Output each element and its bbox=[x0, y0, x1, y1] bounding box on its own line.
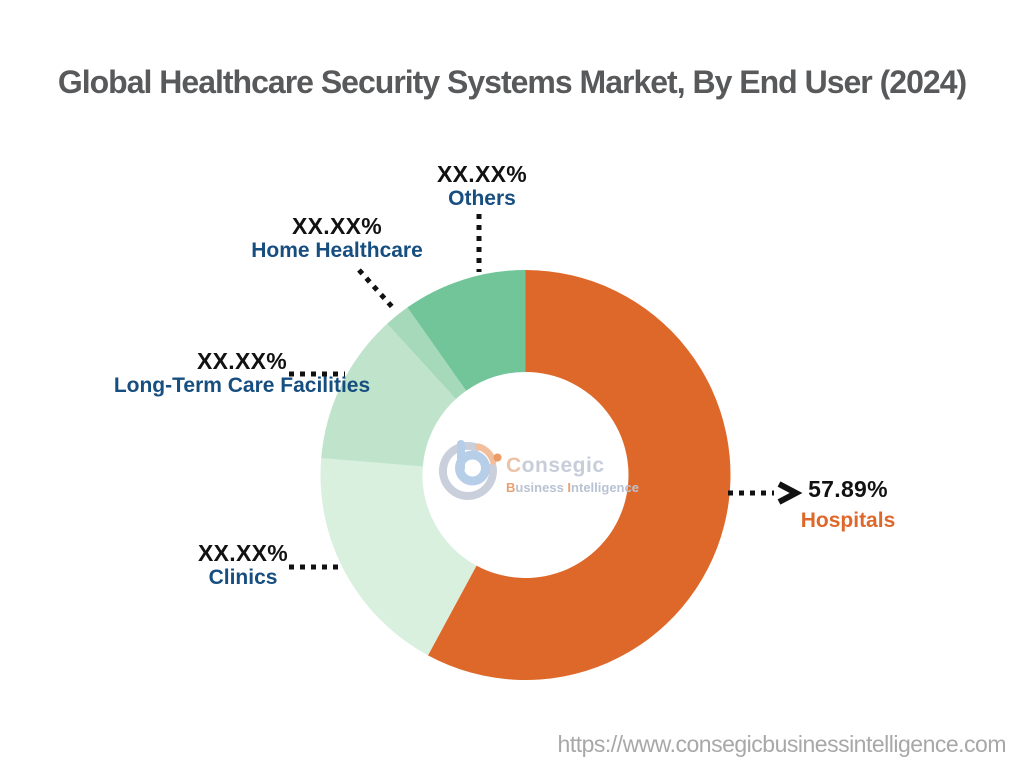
website-url: https://www.consegicbusinessintelligence… bbox=[557, 731, 1007, 757]
others-name-label: Others bbox=[448, 187, 516, 210]
page-title: Global Healthcare Security Systems Marke… bbox=[57, 64, 967, 100]
callout-others: XX.XX% Others bbox=[437, 161, 527, 211]
donut-segment-hospitals bbox=[427, 270, 731, 680]
home-healthcare-percent-label: XX.XX% bbox=[291, 213, 383, 239]
clinics-percent-label: XX.XX% bbox=[197, 540, 289, 566]
clinics-name-label: Clinics bbox=[208, 566, 278, 589]
arrow-icon bbox=[777, 481, 803, 505]
callout-clinics: XX.XX% Clinics bbox=[198, 540, 288, 590]
long-term-care-name-label: Long-Term Care Facilities bbox=[113, 374, 371, 397]
donut-segment-clinics bbox=[320, 458, 477, 656]
callout-hospitals: 57.89% Hospitals bbox=[801, 476, 896, 533]
watermark-brand-text: Consegic bbox=[506, 454, 605, 477]
donut-segment-home-healthcare bbox=[387, 307, 467, 400]
callout-home-healthcare: XX.XX% Home Healthcare bbox=[251, 213, 423, 263]
consegic-logo-icon bbox=[438, 440, 502, 500]
others-percent-label: XX.XX% bbox=[436, 161, 528, 187]
watermark-tagline-text: Business Intelligence bbox=[506, 480, 639, 495]
callout-long-term-care: XX.XX% Long-Term Care Facilities bbox=[114, 348, 370, 398]
hospitals-name-label: Hospitals bbox=[800, 509, 896, 532]
home-healthcare-name-label: Home Healthcare bbox=[251, 239, 423, 262]
donut-segment-others bbox=[407, 270, 526, 391]
consegic-logo-watermark: Consegic Business Intelligence bbox=[438, 440, 639, 500]
donut-segment-long-term-care-facilities bbox=[321, 323, 456, 467]
connector-home-healthcare bbox=[357, 268, 396, 311]
hospitals-percent-label: 57.89% bbox=[808, 476, 888, 502]
donut-segments bbox=[320, 270, 731, 680]
long-term-care-percent-label: XX.XX% bbox=[196, 348, 287, 374]
